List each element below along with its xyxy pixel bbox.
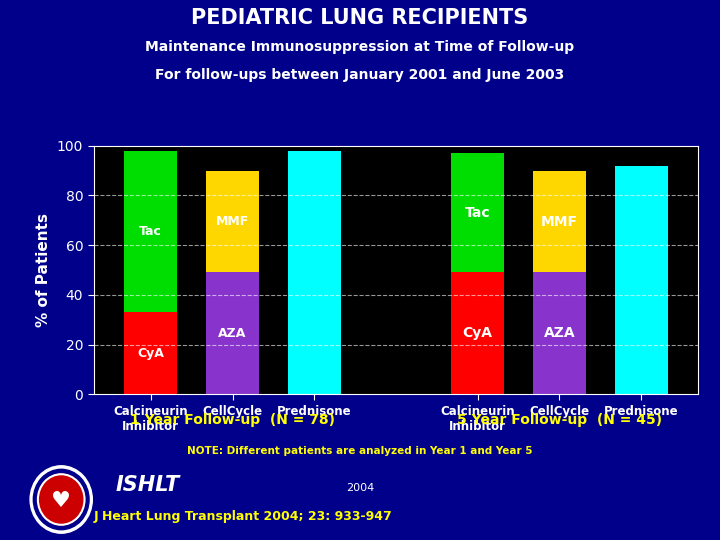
Text: NOTE: Different patients are analyzed in Year 1 and Year 5: NOTE: Different patients are analyzed in…	[187, 446, 533, 456]
Text: 1 Year Follow-up  (N = 78): 1 Year Follow-up (N = 78)	[130, 413, 335, 427]
Text: For follow-ups between January 2001 and June 2003: For follow-ups between January 2001 and …	[156, 68, 564, 82]
Bar	[451, 273, 504, 394]
Text: Tac: Tac	[140, 225, 162, 238]
Text: AZA: AZA	[218, 327, 247, 340]
Bar	[533, 171, 586, 273]
Text: Tac: Tac	[465, 206, 490, 220]
Text: PEDIATRIC LUNG RECIPIENTS: PEDIATRIC LUNG RECIPIENTS	[192, 8, 528, 28]
Text: ♥: ♥	[51, 491, 71, 511]
Bar	[206, 273, 259, 394]
Y-axis label: % of Patients: % of Patients	[36, 213, 51, 327]
Text: CyA: CyA	[463, 326, 492, 340]
Bar	[206, 171, 259, 273]
Circle shape	[33, 469, 89, 530]
Text: ISHLT: ISHLT	[115, 475, 179, 495]
Bar	[125, 151, 177, 312]
Text: J Heart Lung Transplant 2004; 23: 933-947: J Heart Lung Transplant 2004; 23: 933-94…	[94, 510, 392, 523]
Bar	[615, 166, 667, 394]
Text: 5 Year Follow-up  (N = 45): 5 Year Follow-up (N = 45)	[457, 413, 662, 427]
Bar	[125, 312, 177, 394]
Circle shape	[30, 466, 92, 533]
Text: MMF: MMF	[216, 215, 249, 228]
Circle shape	[38, 474, 84, 525]
Bar	[451, 153, 504, 273]
Text: CyA: CyA	[138, 347, 164, 360]
Bar	[288, 151, 341, 394]
Text: 2004: 2004	[346, 483, 374, 494]
Bar	[533, 273, 586, 394]
Text: MMF: MMF	[541, 214, 578, 228]
Text: Maintenance Immunosuppression at Time of Follow-up: Maintenance Immunosuppression at Time of…	[145, 40, 575, 55]
Text: AZA: AZA	[544, 326, 575, 340]
